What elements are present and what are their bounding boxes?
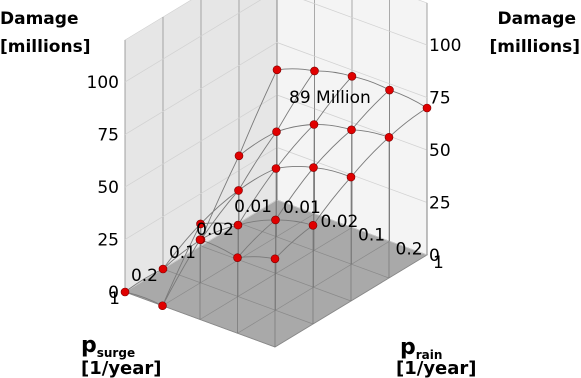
z-tick-left-100: 100 [87,73,119,93]
wall-horizontal-gridline [124,42,428,135]
point-surge-0.1-rain-0.2 [309,163,318,172]
z-tick-left-25: 25 [97,231,119,251]
y-axis-ticks: 0.010.020.1 0.2 1 [283,198,444,273]
point-surge-1-rain-0.01 [120,287,130,297]
x-tick-0.02: 0.02 [196,220,234,240]
z-tick-left-0: 0 [108,283,119,303]
x-tick-0.1: 0.1 [169,243,196,263]
point-surge-0.02-rain-0.1 [309,120,319,129]
z-axis-title-right-line1: Damage [498,9,576,29]
point-surge-0.1-rain-0.02 [234,186,243,195]
z-tick-right-50: 50 [429,141,451,161]
z-axis-ticks: 0 0 25 25 50 50 75 75 100 100 [87,36,462,303]
y-tick-0.2: 0.2 [396,239,423,259]
point-surge-1-rain-0.02 [158,301,167,311]
annotation-89-million: 89 Million [289,88,371,108]
y-axis-title-sub: rain [416,348,443,362]
z-axis-title-left-line2: [millions] [0,37,90,57]
z-tick-right-0: 0 [429,246,440,266]
point-surge-0.01-rain-0.2 [385,85,394,95]
x-tick-0.01: 0.01 [234,197,272,217]
point-surge-0.02-rain-0.2 [347,125,356,135]
x-axis-title-sub: surge [97,346,135,360]
point-surge-0.2-rain-0.1 [233,220,243,230]
surface-points [120,65,432,311]
point-surge-1-rain-0.2 [233,253,242,262]
z-tick-right-25: 25 [429,194,451,214]
x-axis-title-main: p [81,333,97,358]
point-surge-0.1-rain-0.1 [271,164,281,173]
point-surge-0.2-rain-1 [308,221,318,230]
y-tick-1: 1 [433,253,444,273]
point-surge-0.01-rain-0.1 [347,72,357,81]
x-tick-1: 1 [109,289,120,309]
point-surge-1-rain-1 [270,254,280,264]
x-axis-title: psurge [81,333,135,360]
z-axis-title-right-line2: [millions] [490,37,580,57]
y-tick-0.1: 0.1 [358,226,385,246]
point-surge-0.2-rain-0.01 [158,264,168,274]
y-axis-title: prain [400,335,442,362]
x-tick-0.2: 0.2 [131,266,158,286]
point-surge-0.02-rain-0.01 [234,151,244,161]
z-tick-left-75: 75 [97,126,119,146]
point-surge-0.2-rain-0.2 [271,215,280,225]
z-tick-right-100: 100 [429,36,461,56]
y-axis-title-main: p [400,335,416,360]
y-tick-0.01: 0.01 [283,198,321,218]
point-surge-0.02-rain-1 [384,133,394,142]
point-surge-0.01-rain-0.01 [272,65,282,75]
z-tick-left-50: 50 [97,178,119,198]
z-axis-title-left-line1: Damage [0,9,78,29]
point-surge-0.02-rain-0.02 [272,127,281,137]
x-axis-ticks: 0.010.020.1 0.2 1 [109,197,272,309]
point-surge-0.01-rain-0.02 [310,66,319,76]
x-axis-unit: [1/year] [81,358,162,378]
y-axis-unit: [1/year] [396,358,477,378]
point-surge-1-rain-0.1 [195,235,205,244]
point-surge-0.2-rain-0.02 [196,219,205,229]
wall-horizontal-gridline [124,0,428,83]
surface-line-rain-0.01 [124,69,278,293]
point-surge-0.1-rain-1 [346,172,356,182]
y-tick-0.02: 0.02 [321,212,359,232]
point-surge-0.01-rain-1 [422,103,432,113]
z-tick-right-75: 75 [429,89,451,109]
